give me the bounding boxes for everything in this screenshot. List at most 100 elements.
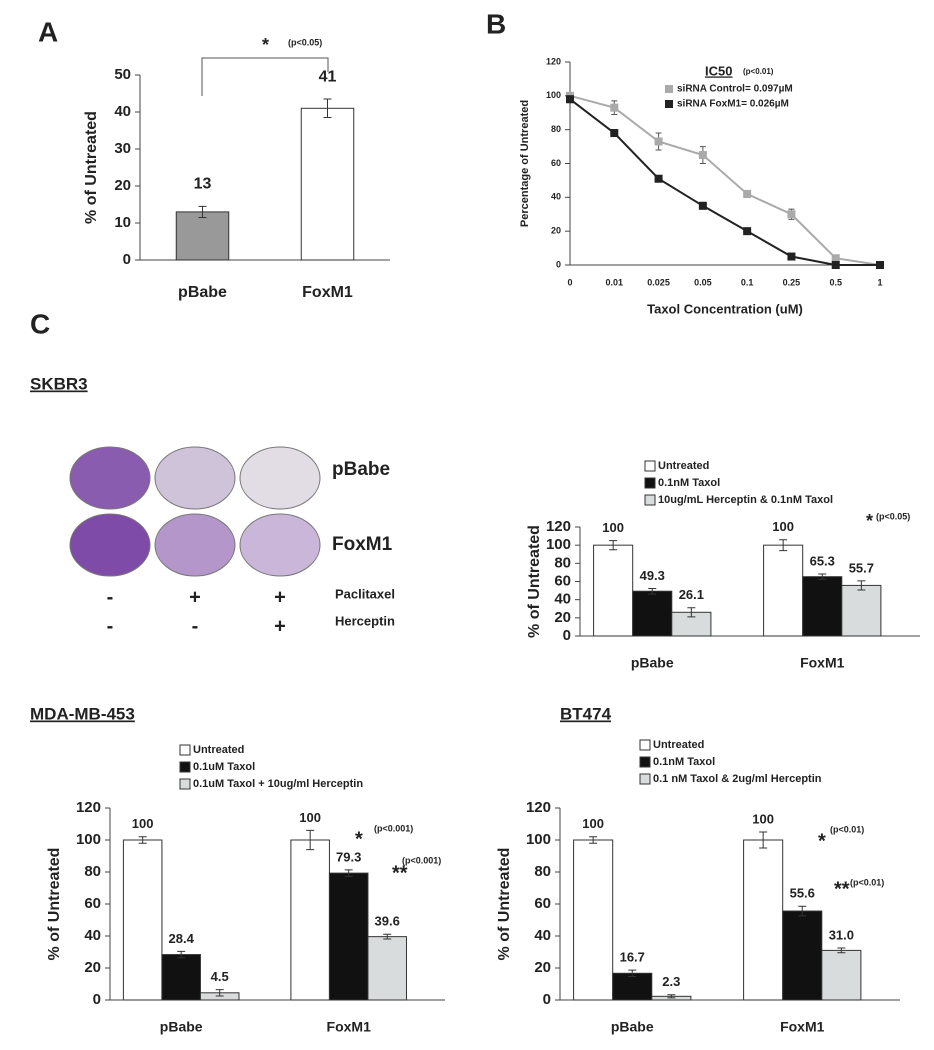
error-bar (667, 994, 676, 999)
error-bar (818, 573, 827, 580)
legend-label: Untreated (653, 739, 704, 751)
plate (239, 446, 321, 510)
marker (743, 227, 752, 236)
marker (698, 201, 707, 210)
y-axis-label: % of Untreated (46, 848, 63, 961)
y-tick-label: 20 (84, 959, 101, 976)
y-tick-label: 120 (546, 56, 561, 66)
x-tick-label: 0 (567, 277, 572, 287)
data-label: 49.3 (640, 568, 665, 583)
plate (154, 513, 236, 577)
y-tick-label: 60 (84, 895, 101, 912)
annotation: ** (834, 878, 850, 900)
data-label: 31.0 (829, 927, 854, 942)
x-tick-label: 0.05 (694, 277, 712, 287)
x-tick-label: 1 (877, 277, 882, 287)
annotation: (p<0.01) (830, 824, 864, 834)
treatment-sign: + (274, 615, 286, 637)
x-tick-label: pBabe (631, 655, 674, 671)
legend-label: 10ug/mL Herceptin & 0.1nM Taxol (658, 494, 833, 506)
plate (69, 446, 151, 510)
marker (654, 137, 663, 146)
bar (300, 107, 355, 261)
legend-label: 0.1nM Taxol (653, 756, 715, 768)
y-tick-label: 100 (546, 90, 561, 100)
annotation: * (355, 828, 363, 850)
plate-row-label: FoxM1 (332, 534, 393, 555)
y-tick-label: 120 (546, 518, 571, 535)
error-bar (628, 969, 637, 977)
data-label: 2.3 (662, 974, 680, 989)
annotation: * (866, 511, 873, 531)
x-tick-label: 0.025 (647, 277, 670, 287)
panel-label: C (30, 308, 50, 339)
treatment-sign: + (189, 586, 201, 608)
error-bar (215, 989, 224, 997)
legend-swatch (644, 477, 656, 489)
legend-label: Untreated (193, 744, 244, 756)
legend-swatch (179, 761, 191, 773)
bar (632, 590, 673, 637)
bar (821, 949, 862, 1001)
legend-label: 0.1uM Taxol + 10ug/ml Herceptin (193, 778, 363, 790)
marker (566, 95, 574, 104)
y-tick-label: 0 (543, 991, 551, 1008)
annotation: (p<0.05) (876, 511, 910, 521)
legend-swatch (644, 494, 656, 506)
error-bar (798, 905, 807, 917)
significance-bracket (201, 57, 329, 96)
bar (593, 544, 634, 637)
legend-swatch (639, 756, 651, 768)
marker (787, 252, 796, 261)
legend-label: 0.1 nM Taxol & 2ug/ml Herceptin (653, 773, 822, 785)
error-bar (648, 587, 657, 595)
marker (787, 210, 796, 219)
error-bar (857, 580, 866, 591)
y-tick-label: 0 (123, 251, 131, 268)
legend-swatch (665, 85, 673, 93)
data-label: 65.3 (810, 553, 835, 568)
y-tick-label: 0 (556, 259, 561, 269)
error-bar (306, 829, 315, 851)
annotation: (p<0.001) (374, 823, 413, 833)
bar (612, 972, 653, 1001)
y-axis-label: Percentage of Untreated (519, 100, 531, 227)
y-tick-label: 20 (551, 226, 561, 236)
y-tick-label: 50 (114, 66, 131, 83)
legend-title: IC50 (705, 63, 732, 78)
legend-swatch (665, 100, 673, 108)
legend-swatch (639, 739, 651, 751)
x-tick-label: FoxM1 (800, 655, 845, 671)
legend-label: siRNA FoxM1= 0.026µM (677, 99, 789, 110)
y-tick-label: 0 (563, 627, 571, 644)
x-tick-label: 0.5 (829, 277, 842, 287)
error-bar (177, 950, 186, 959)
data-label: 16.7 (620, 950, 645, 965)
treatment-sign: + (274, 586, 286, 608)
y-tick-label: 40 (534, 927, 551, 944)
x-tick-label: FoxM1 (327, 1019, 372, 1035)
legend-swatch (179, 744, 191, 756)
error-bar (779, 539, 788, 552)
chart-title: BT474 (560, 704, 612, 723)
bar (782, 910, 823, 1001)
marker (698, 151, 707, 160)
y-tick-label: 20 (114, 177, 131, 194)
y-tick-label: 100 (76, 831, 101, 848)
bar (573, 839, 614, 1001)
error-bar (198, 205, 207, 218)
x-tick-label: 0.1 (741, 277, 754, 287)
data-label: 4.5 (211, 969, 229, 984)
error-bar (837, 947, 846, 954)
y-tick-label: 100 (526, 831, 551, 848)
y-tick-label: 10 (114, 214, 131, 231)
legend-label: Untreated (658, 460, 709, 472)
legend-swatch (644, 460, 656, 472)
plate (69, 513, 151, 577)
x-tick-label: FoxM1 (302, 284, 353, 301)
error-bar (759, 831, 768, 849)
data-label: 39.6 (375, 914, 400, 929)
y-tick-label: 40 (84, 927, 101, 944)
marker (610, 103, 619, 112)
y-axis-label: % of Untreated (496, 848, 513, 961)
